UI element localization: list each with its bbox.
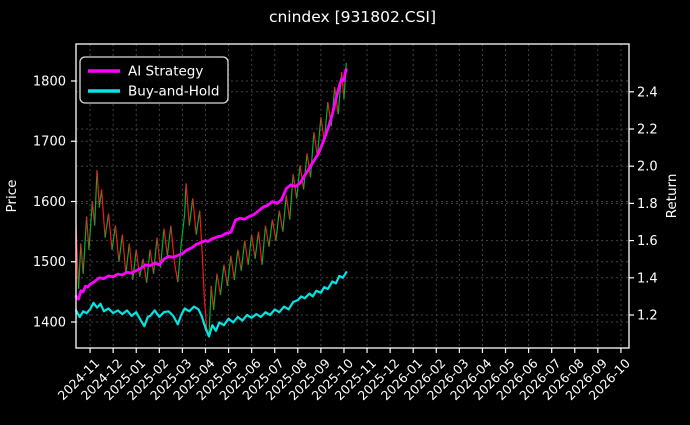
price-up-segment (132, 249, 137, 280)
price-up-segment (94, 170, 98, 226)
price-down-segment (341, 71, 345, 100)
price-tick-label: 1500 (33, 255, 66, 270)
price-down-segment (306, 153, 312, 178)
price-tick-label: 1700 (33, 135, 66, 150)
price-up-segment (208, 285, 212, 338)
price-up-segment (226, 255, 232, 286)
price-down-segment (264, 225, 270, 247)
return-tick-label: 2.2 (637, 123, 658, 138)
price-up-segment (88, 201, 93, 250)
legend-label-buy-and-hold: Buy-and-Hold (128, 84, 219, 100)
ai-strategy-line (74, 68, 348, 301)
price-down-segment (251, 234, 256, 259)
price-up-segment (240, 240, 246, 271)
price-down-segment (201, 249, 205, 298)
buy-and-hold-line (74, 271, 348, 338)
plot-frame-and-ticks (71, 43, 634, 353)
tick-labels: 2024-112024-122025-012025-022025-032025-… (33, 74, 658, 403)
y-axis-label-price: Price (4, 180, 20, 213)
return-tick-label: 2.0 (637, 160, 658, 175)
price-up-segment (282, 195, 287, 232)
price-up-segment (233, 249, 239, 280)
price-down-segment (299, 165, 305, 190)
price-up-segment (195, 210, 201, 235)
price-up-segment (125, 243, 130, 274)
return-tick-label: 1.6 (637, 234, 658, 249)
price-up-segment (261, 225, 267, 265)
price-up-segment (296, 165, 301, 199)
price-up-segment (254, 231, 260, 259)
price-down-segment (271, 219, 277, 241)
price-up-segment (118, 234, 123, 262)
price-up-segment (82, 216, 88, 274)
price-down-segment (135, 249, 141, 277)
return-tick-label: 1.4 (637, 271, 658, 286)
price-down-segment (237, 249, 242, 271)
price-down-segment (101, 189, 106, 238)
return-tick-label: 1.2 (637, 309, 658, 324)
price-down-segment (142, 258, 148, 283)
price-down-segment (192, 198, 197, 235)
price-up-segment (247, 234, 253, 265)
price-down-segment (163, 228, 168, 256)
price-up-segment (184, 183, 187, 214)
legend-label-ai-strategy: AI Strategy (128, 64, 203, 80)
price-down-segment (257, 231, 263, 265)
price-down-segment (86, 216, 90, 250)
price-down-segment (96, 170, 100, 208)
price-tick-label: 1600 (33, 195, 66, 210)
price-up-segment (152, 237, 158, 274)
legend: AI Strategy Buy-and-Hold (79, 56, 229, 104)
price-up-segment (77, 243, 82, 289)
price-up-segment (289, 174, 294, 220)
price-down-segment (223, 264, 228, 286)
price-down-segment (149, 249, 155, 274)
price-tick-label: 1800 (33, 74, 66, 89)
price-down-segment (313, 132, 319, 157)
price-up-segment (302, 153, 308, 190)
price-down-segment (121, 234, 127, 274)
y-axis-label-return: Return (664, 174, 680, 219)
return-tick-label: 1.8 (637, 197, 658, 212)
price-down-segment (216, 273, 222, 295)
plot-border (75, 43, 630, 349)
price-down-segment (80, 243, 84, 274)
price-down-segment (114, 225, 120, 262)
price-up-segment (104, 213, 110, 238)
price-down-segment (230, 255, 235, 280)
price-up-segment (177, 243, 182, 283)
price-up-segment (166, 225, 172, 256)
price-down-segment (107, 213, 113, 250)
gridlines (76, 44, 629, 348)
price-up-segment (316, 117, 322, 157)
price-down-segment (278, 210, 284, 232)
price-tick-label: 1400 (33, 315, 66, 330)
price-up-segment (275, 210, 280, 241)
price-down-segment (203, 297, 208, 329)
return-tick-label: 2.4 (637, 85, 658, 100)
price-up-segment (219, 264, 225, 295)
price-down-segment (173, 261, 179, 283)
price-down-segment (185, 183, 190, 226)
price-up-segment (268, 219, 274, 247)
price-up-segment (188, 198, 194, 226)
price-up-segment (111, 225, 117, 250)
price-down-segment (210, 285, 215, 310)
chart-title: cnindex [931802.CSI] (269, 8, 436, 26)
price-up-segment (212, 273, 218, 310)
price-up-segment (180, 213, 186, 244)
price-down-segment (285, 195, 291, 220)
data-series (74, 62, 348, 338)
price-up-segment (309, 132, 315, 178)
price-down-segment (244, 240, 249, 265)
